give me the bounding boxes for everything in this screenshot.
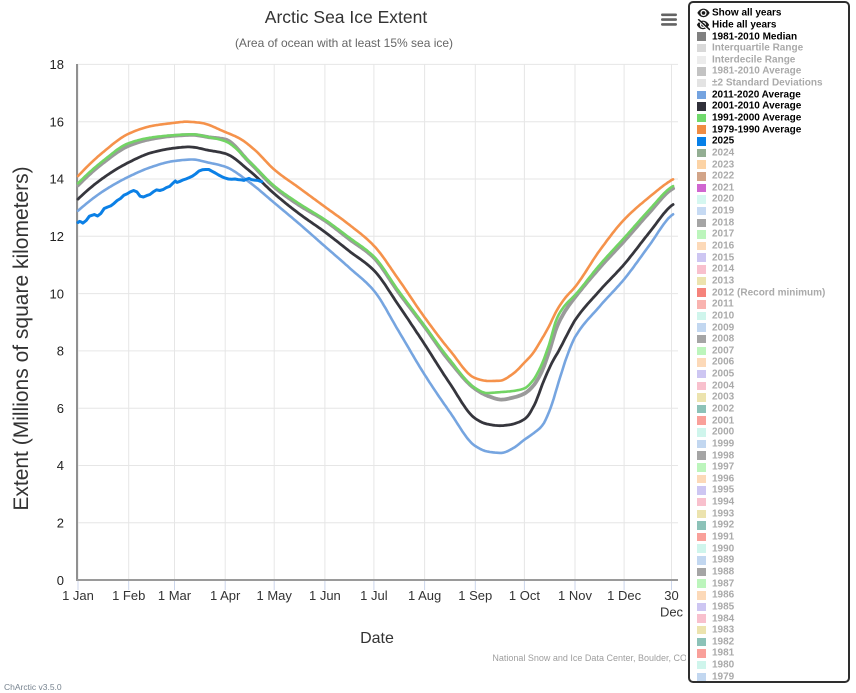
svg-text:1 May: 1 May [256, 588, 292, 603]
svg-text:Extent (Millions of square kil: Extent (Millions of square kilometers) [10, 166, 33, 510]
svg-text:10: 10 [50, 286, 64, 301]
svg-text:Arctic Sea Ice Extent: Arctic Sea Ice Extent [265, 7, 428, 27]
svg-text:1 Apr: 1 Apr [210, 588, 241, 603]
svg-text:2: 2 [57, 516, 64, 531]
svg-text:0: 0 [57, 573, 64, 588]
svg-text:1 Dec: 1 Dec [607, 588, 641, 603]
svg-text:18: 18 [50, 57, 64, 72]
svg-text:National Snow and Ice Data Cen: National Snow and Ice Data Center, Bould… [492, 653, 686, 663]
svg-text:Date: Date [360, 630, 394, 647]
svg-text:6: 6 [57, 401, 64, 416]
svg-text:1 Feb: 1 Feb [112, 588, 145, 603]
svg-text:1 Jun: 1 Jun [309, 588, 341, 603]
svg-text:ChArctic v3.5.0: ChArctic v3.5.0 [4, 682, 62, 692]
svg-text:(Area of ocean with at least 1: (Area of ocean with at least 15% sea ice… [235, 36, 453, 50]
svg-text:14: 14 [50, 172, 64, 187]
svg-text:1 Jul: 1 Jul [360, 588, 388, 603]
svg-text:Dec: Dec [660, 605, 684, 620]
svg-text:1 Aug: 1 Aug [408, 588, 441, 603]
svg-text:1 Sep: 1 Sep [458, 588, 492, 603]
svg-text:30: 30 [664, 588, 678, 603]
svg-text:1 Mar: 1 Mar [158, 588, 192, 603]
svg-text:12: 12 [50, 229, 64, 244]
svg-text:4: 4 [57, 458, 64, 473]
svg-text:8: 8 [57, 344, 64, 359]
svg-text:16: 16 [50, 114, 64, 129]
svg-text:1 Jan: 1 Jan [62, 588, 94, 603]
svg-text:1 Oct: 1 Oct [509, 588, 540, 603]
svg-text:1 Nov: 1 Nov [558, 588, 592, 603]
